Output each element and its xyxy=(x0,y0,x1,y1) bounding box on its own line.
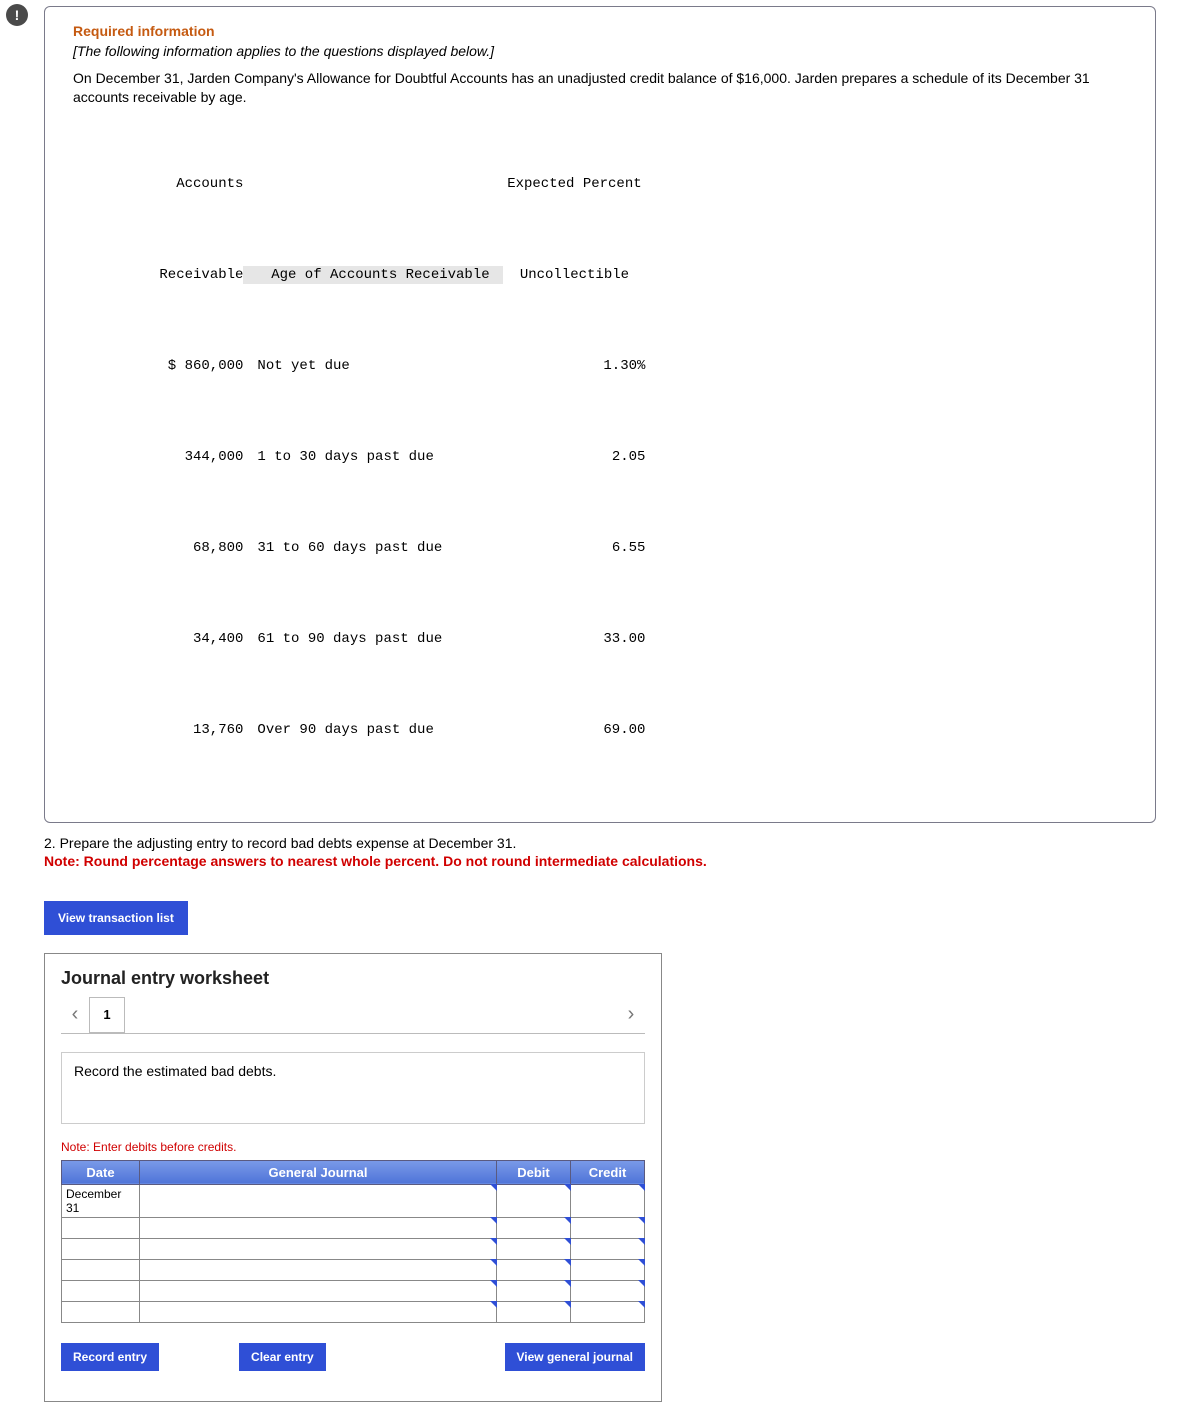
clear-entry-label: Clear entry xyxy=(251,1350,314,1364)
cell-age-4: Over 90 days past due xyxy=(243,721,503,739)
required-heading: Required information xyxy=(73,23,1127,39)
chevron-left-icon[interactable]: ‹ xyxy=(61,1003,89,1026)
cell-gj-0[interactable] xyxy=(140,1184,497,1217)
alert-icon-glyph: ! xyxy=(15,7,20,23)
cell-date-0: December 31 xyxy=(62,1184,140,1217)
view-transaction-list-button[interactable]: View transaction list xyxy=(44,901,188,935)
cell-pct-0: 1.30% xyxy=(503,357,663,375)
clear-entry-button[interactable]: Clear entry xyxy=(239,1343,326,1371)
cell-pct-2: 6.55 xyxy=(503,539,663,557)
cell-age-0: Not yet due xyxy=(243,357,503,375)
aging-table: Accounts Expected Percent ReceivableAge o… xyxy=(73,121,663,794)
cell-debit-2[interactable] xyxy=(497,1238,571,1259)
cell-credit-0[interactable] xyxy=(571,1184,645,1217)
cell-debit-3[interactable] xyxy=(497,1259,571,1280)
table-row xyxy=(62,1238,645,1259)
th-accounts-receivable-2: Receivable xyxy=(123,266,243,284)
th-credit: Credit xyxy=(571,1160,645,1184)
view-general-journal-button[interactable]: View general journal xyxy=(505,1343,645,1371)
th-age: Age of Accounts Receivable xyxy=(243,266,503,284)
cell-age-2: 31 to 60 days past due xyxy=(243,539,503,557)
entry-description-box: Record the estimated bad debts. xyxy=(61,1052,645,1124)
cell-date-1 xyxy=(62,1217,140,1238)
cell-credit-2[interactable] xyxy=(571,1238,645,1259)
debits-before-credits-note: Note: Enter debits before credits. xyxy=(61,1140,645,1154)
cell-age-3: 61 to 90 days past due xyxy=(243,630,503,648)
cell-credit-5[interactable] xyxy=(571,1301,645,1322)
table-row xyxy=(62,1217,645,1238)
entry-description-text: Record the estimated bad debts. xyxy=(74,1063,276,1079)
cell-gj-3[interactable] xyxy=(140,1259,497,1280)
cell-date-5 xyxy=(62,1301,140,1322)
journal-title: Journal entry worksheet xyxy=(61,968,645,989)
view-general-journal-label: View general journal xyxy=(517,1350,633,1364)
th-accounts-receivable: Accounts xyxy=(123,175,243,193)
tab-1-label: 1 xyxy=(103,1007,110,1022)
cell-date-2 xyxy=(62,1238,140,1259)
question-text: 2. Prepare the adjusting entry to record… xyxy=(44,835,1156,851)
alert-icon: ! xyxy=(6,4,28,26)
view-transaction-list-label: View transaction list xyxy=(58,911,174,925)
cell-ar-4: 13,760 xyxy=(123,721,243,739)
cell-debit-4[interactable] xyxy=(497,1280,571,1301)
th-general-journal: General Journal xyxy=(140,1160,497,1184)
cell-debit-5[interactable] xyxy=(497,1301,571,1322)
cell-gj-5[interactable] xyxy=(140,1301,497,1322)
cell-ar-3: 34,400 xyxy=(123,630,243,648)
cell-gj-2[interactable] xyxy=(140,1238,497,1259)
cell-credit-1[interactable] xyxy=(571,1217,645,1238)
question-wrap: 2. Prepare the adjusting entry to record… xyxy=(44,835,1156,869)
cell-pct-1: 2.05 xyxy=(503,448,663,466)
th-uncollectible: Uncollectible xyxy=(503,266,663,284)
bottom-button-bar: Record entry Clear entry View general jo… xyxy=(61,1343,645,1371)
record-entry-label: Record entry xyxy=(73,1350,147,1364)
table-row xyxy=(62,1259,645,1280)
th-expected-percent: Expected Percent xyxy=(503,175,663,193)
cell-date-4 xyxy=(62,1280,140,1301)
cell-ar-0: $ 860,000 xyxy=(123,357,243,375)
cell-pct-3: 33.00 xyxy=(503,630,663,648)
cell-ar-2: 68,800 xyxy=(123,539,243,557)
record-entry-button[interactable]: Record entry xyxy=(61,1343,159,1371)
chevron-right-icon[interactable]: › xyxy=(617,1003,645,1026)
cell-credit-3[interactable] xyxy=(571,1259,645,1280)
cell-debit-0[interactable] xyxy=(497,1184,571,1217)
th-date: Date xyxy=(62,1160,140,1184)
tab-1[interactable]: 1 xyxy=(89,997,125,1033)
italic-note: [The following information applies to th… xyxy=(73,43,1127,59)
cell-gj-4[interactable] xyxy=(140,1280,497,1301)
cell-age-1: 1 to 30 days past due xyxy=(243,448,503,466)
problem-body-text: On December 31, Jarden Company's Allowan… xyxy=(73,69,1127,107)
th-debit: Debit xyxy=(497,1160,571,1184)
required-info-box: Required information [The following info… xyxy=(44,6,1156,823)
table-row: December 31 xyxy=(62,1184,645,1217)
table-row xyxy=(62,1301,645,1322)
cell-ar-1: 344,000 xyxy=(123,448,243,466)
cell-credit-4[interactable] xyxy=(571,1280,645,1301)
journal-entry-worksheet: Journal entry worksheet ‹ 1 › Record the… xyxy=(44,953,662,1402)
tab-bar: ‹ 1 › xyxy=(61,997,645,1034)
cell-gj-1[interactable] xyxy=(140,1217,497,1238)
table-row xyxy=(62,1280,645,1301)
journal-entry-table: Date General Journal Debit Credit Decemb… xyxy=(61,1160,645,1323)
cell-pct-4: 69.00 xyxy=(503,721,663,739)
question-note: Note: Round percentage answers to neares… xyxy=(44,853,1156,869)
cell-date-3 xyxy=(62,1259,140,1280)
cell-debit-1[interactable] xyxy=(497,1217,571,1238)
